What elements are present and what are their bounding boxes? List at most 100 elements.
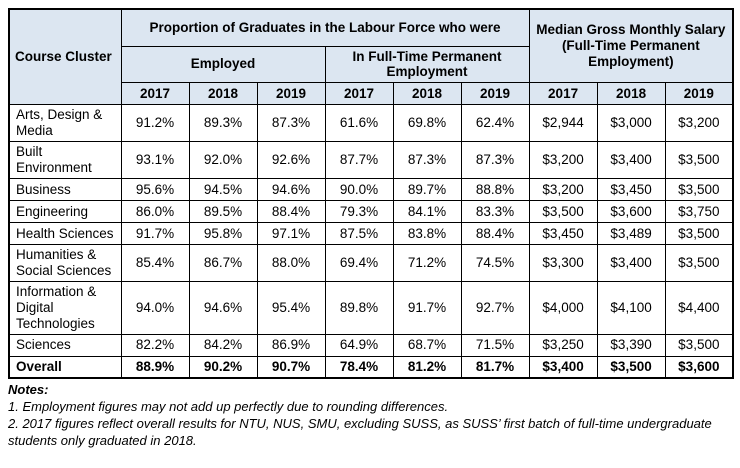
employed-value-cell: 85.4% bbox=[120, 244, 190, 282]
employed-value-cell: 90.7% bbox=[256, 355, 326, 379]
employed-value-cell: 95.8% bbox=[188, 222, 258, 246]
cluster-cell: Sciences bbox=[8, 333, 122, 357]
ftpe-value-cell: 92.7% bbox=[460, 280, 530, 335]
table-row: Arts, Design & Media 91.2% 89.3% 87.3% 61.6%… bbox=[8, 104, 734, 143]
ftpe-value-cell: 90.0% bbox=[324, 178, 394, 202]
table-header: Course Cluster Proportion of Graduates i… bbox=[8, 8, 734, 106]
employed-value-cell: 94.6% bbox=[256, 178, 326, 202]
note-item-1: 1. Employment figures may not add up per… bbox=[8, 399, 449, 415]
cluster-cell: Humanities & Social Sciences bbox=[8, 244, 122, 282]
table-row: Business 95.6% 94.5% 94.6% 90.0% 89.7% 88.8% $3… bbox=[8, 178, 734, 202]
employed-value-cell: 88.9% bbox=[120, 355, 190, 379]
salary-value-cell: $3,300 bbox=[528, 244, 598, 282]
ftpe-value-cell: 87.5% bbox=[324, 222, 394, 246]
employed-value-cell: 86.9% bbox=[256, 333, 326, 357]
salary-value-cell: $4,400 bbox=[664, 280, 734, 335]
ftpe-value-cell: 89.8% bbox=[324, 280, 394, 335]
cluster-cell: Arts, Design & Media bbox=[8, 104, 122, 143]
year-header-employed-2019: 2019 bbox=[256, 82, 326, 106]
year-header-salary-2019: 2019 bbox=[664, 82, 734, 106]
ftpe-value-cell: 62.4% bbox=[460, 104, 530, 143]
salary-value-cell: $3,500 bbox=[664, 178, 734, 202]
salary-value-cell: $3,600 bbox=[596, 200, 666, 224]
table-row: Health Sciences 91.7% 95.8% 97.1% 87.5% 83.8%… bbox=[8, 222, 734, 246]
ftpe-value-cell: 78.4% bbox=[324, 355, 394, 379]
employed-value-cell: 88.0% bbox=[256, 244, 326, 282]
notes-title: Notes: bbox=[8, 382, 49, 398]
employed-value-cell: 92.0% bbox=[188, 141, 258, 180]
employed-value-cell: 86.0% bbox=[120, 200, 190, 224]
salary-value-cell: $3,000 bbox=[596, 104, 666, 143]
salary-value-cell: $3,500 bbox=[664, 333, 734, 357]
ftpe-value-cell: 87.7% bbox=[324, 141, 394, 180]
header-row-subgroups: Employed In Full-Time Permanent Employme… bbox=[9, 45, 733, 84]
salary-value-cell: $3,450 bbox=[528, 222, 598, 246]
salary-value-cell: $3,600 bbox=[664, 355, 734, 379]
document-page: Course Cluster Proportion of Graduates i… bbox=[8, 8, 735, 450]
ftpe-value-cell: 81.2% bbox=[392, 355, 462, 379]
salary-value-cell: $3,500 bbox=[596, 355, 666, 379]
ftpe-value-cell: 69.4% bbox=[324, 244, 394, 282]
salary-value-cell: $2,944 bbox=[528, 104, 598, 143]
ftpe-value-cell: 84.1% bbox=[392, 200, 462, 224]
table-row: Humanities & Social Sciences 85.4% 86.7% 88… bbox=[8, 244, 734, 282]
salary-value-cell: $3,250 bbox=[528, 333, 598, 357]
ftpe-value-cell: 71.5% bbox=[460, 333, 530, 357]
year-header-employed-2017: 2017 bbox=[120, 82, 190, 106]
year-header-ftpe-2018: 2018 bbox=[392, 82, 462, 106]
employed-value-cell: 94.6% bbox=[188, 280, 258, 335]
ftpe-value-cell: 61.6% bbox=[324, 104, 394, 143]
labour-force-group-header: Proportion of Graduates in the Labour Fo… bbox=[120, 8, 530, 47]
cluster-cell: Overall bbox=[8, 355, 122, 379]
cluster-cell: Information & Digital Technologies bbox=[8, 280, 122, 335]
salary-value-cell: $3,450 bbox=[596, 178, 666, 202]
year-header-employed-2018: 2018 bbox=[188, 82, 258, 106]
employed-value-cell: 94.0% bbox=[120, 280, 190, 335]
salary-value-cell: $3,200 bbox=[528, 141, 598, 180]
salary-value-cell: $3,200 bbox=[664, 104, 734, 143]
salary-value-cell: $3,400 bbox=[528, 355, 598, 379]
ftpe-value-cell: 64.9% bbox=[324, 333, 394, 357]
salary-value-cell: $3,500 bbox=[664, 222, 734, 246]
cluster-cell: Health Sciences bbox=[8, 222, 122, 246]
salary-value-cell: $3,200 bbox=[528, 178, 598, 202]
employed-value-cell: 84.2% bbox=[188, 333, 258, 357]
cluster-cell: Built Environment bbox=[8, 141, 122, 180]
ftpe-value-cell: 79.3% bbox=[324, 200, 394, 224]
header-row-groups: Course Cluster Proportion of Graduates i… bbox=[8, 8, 734, 106]
overall-row: Overall 88.9% 90.2% 90.7% 78.4% 81.2% 81.7% $3,… bbox=[8, 355, 734, 379]
ftpe-value-cell: 91.7% bbox=[392, 280, 462, 335]
ftpe-value-cell: 88.8% bbox=[460, 178, 530, 202]
median-salary-group-header: Median Gross Monthly Salary (Full-Time P… bbox=[528, 8, 734, 84]
note-item-2: 2. 2017 figures reflect overall results … bbox=[8, 415, 712, 448]
ftpe-value-cell: 87.3% bbox=[460, 141, 530, 180]
employed-value-cell: 95.4% bbox=[256, 280, 326, 335]
employed-value-cell: 95.6% bbox=[120, 178, 190, 202]
table-body: Arts, Design & Media 91.2% 89.3% 87.3% 61.6%… bbox=[8, 104, 734, 379]
notes-section: Notes: 1. Employment figures may not add… bbox=[8, 382, 732, 450]
employed-group-header: Employed bbox=[120, 45, 326, 84]
employed-value-cell: 97.1% bbox=[256, 222, 326, 246]
ftpe-group-header: In Full-Time Permanent Employment bbox=[324, 45, 530, 84]
year-header-salary-2018: 2018 bbox=[596, 82, 666, 106]
ftpe-value-cell: 71.2% bbox=[392, 244, 462, 282]
employed-value-cell: 94.5% bbox=[188, 178, 258, 202]
employed-value-cell: 93.1% bbox=[120, 141, 190, 180]
employed-value-cell: 91.7% bbox=[120, 222, 190, 246]
graduate-employment-table: Course Cluster Proportion of Graduates i… bbox=[8, 8, 735, 380]
salary-value-cell: $3,400 bbox=[596, 244, 666, 282]
year-header-ftpe-2019: 2019 bbox=[460, 82, 530, 106]
employed-value-cell: 86.7% bbox=[188, 244, 258, 282]
salary-value-cell: $3,500 bbox=[528, 200, 598, 224]
ftpe-value-cell: 74.5% bbox=[460, 244, 530, 282]
table-row: Information & Digital Technologies 94.0% 9… bbox=[8, 280, 734, 335]
salary-value-cell: $4,100 bbox=[596, 280, 666, 335]
salary-value-cell: $4,000 bbox=[528, 280, 598, 335]
salary-value-cell: $3,390 bbox=[596, 333, 666, 357]
salary-value-cell: $3,750 bbox=[664, 200, 734, 224]
ftpe-value-cell: 68.7% bbox=[392, 333, 462, 357]
salary-value-cell: $3,489 bbox=[596, 222, 666, 246]
ftpe-value-cell: 81.7% bbox=[460, 355, 530, 379]
year-header-salary-2017: 2017 bbox=[528, 82, 598, 106]
course-cluster-header: Course Cluster bbox=[8, 8, 122, 106]
